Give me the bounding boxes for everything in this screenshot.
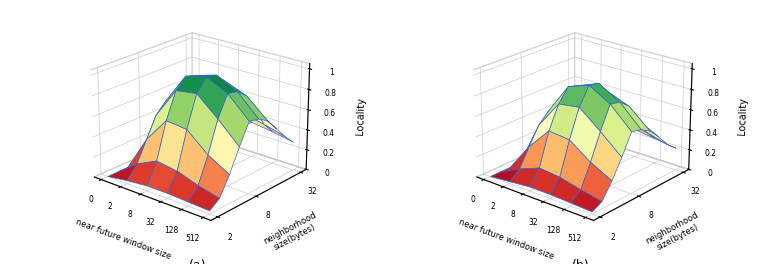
Y-axis label: neighborhood
size(bytes): neighborhood size(bytes) — [644, 210, 706, 255]
Y-axis label: neighborhood
size(bytes): neighborhood size(bytes) — [262, 210, 323, 255]
Title: (b): (b) — [572, 259, 589, 264]
Title: (a): (a) — [189, 259, 206, 264]
X-axis label: near future window size: near future window size — [457, 218, 555, 261]
X-axis label: near future window size: near future window size — [75, 218, 173, 261]
